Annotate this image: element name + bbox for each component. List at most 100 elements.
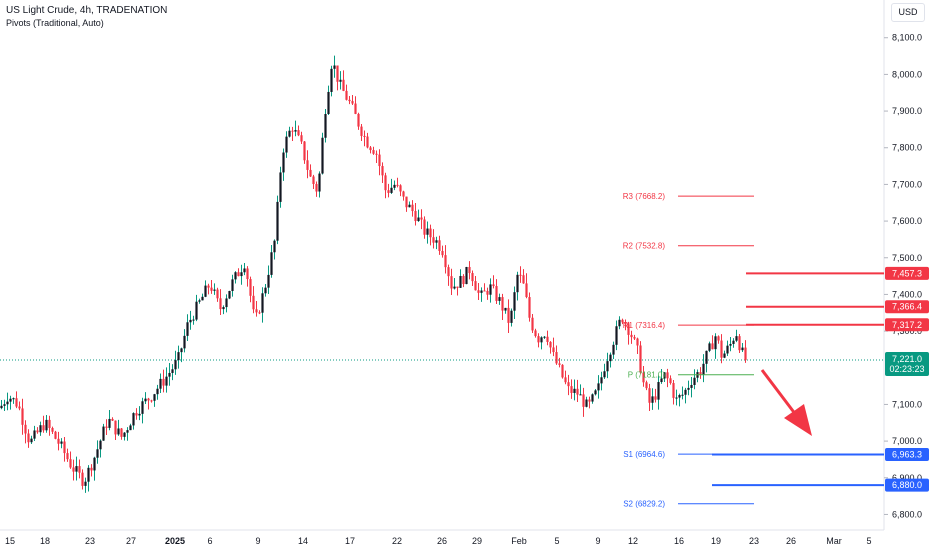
candle-body — [378, 154, 381, 167]
candle-body — [117, 428, 120, 435]
candle-body — [93, 457, 96, 471]
candle-body — [249, 279, 252, 296]
candle-body — [303, 141, 306, 161]
x-tick-label: 15 — [5, 536, 15, 546]
candle-body — [519, 274, 522, 276]
candle-body — [102, 426, 105, 441]
candle-body — [726, 345, 729, 354]
y-tick-label: 7,900.0 — [892, 106, 922, 116]
candle-body — [630, 334, 633, 338]
candle-body — [162, 378, 165, 386]
pivot-label: R1 (7316.4) — [623, 321, 666, 330]
candle-body — [279, 172, 282, 202]
candle-body — [480, 290, 483, 293]
candle-body — [462, 275, 465, 285]
x-tick-label: 5 — [866, 536, 871, 546]
candle-body — [624, 322, 627, 325]
candle-body — [588, 399, 591, 402]
candle-body — [396, 184, 399, 186]
candle-body — [741, 347, 744, 351]
candle-body — [63, 441, 66, 454]
x-tick-label: 9 — [255, 536, 260, 546]
candle-body — [168, 372, 171, 377]
candle-body — [360, 126, 363, 136]
candle-body — [459, 275, 462, 288]
candle-body — [411, 204, 414, 212]
candle-body — [573, 388, 576, 393]
x-tick-label: 18 — [40, 536, 50, 546]
candle-body — [222, 307, 225, 310]
candle-body — [513, 292, 516, 311]
candle-body — [306, 160, 309, 170]
candle-body — [243, 268, 246, 273]
candle-body — [399, 185, 402, 192]
candle-body — [267, 274, 270, 288]
candle-body — [207, 285, 210, 288]
candle-body — [444, 255, 447, 268]
candle-body — [375, 153, 378, 155]
candle-body — [186, 322, 189, 336]
level-tag — [885, 266, 929, 280]
candle-body — [483, 290, 486, 292]
candle-body — [66, 453, 69, 460]
candle-body — [738, 336, 741, 351]
candle-body — [390, 187, 393, 193]
candle-body — [453, 286, 456, 289]
candle-body — [606, 361, 609, 372]
candle-body — [192, 319, 195, 321]
candle-body — [150, 400, 153, 402]
currency-button[interactable]: USD — [891, 3, 925, 22]
candle-body — [114, 420, 117, 435]
candle-body — [357, 113, 360, 127]
candle-body — [594, 390, 597, 395]
candle-body — [642, 372, 645, 383]
candle-body — [15, 398, 18, 407]
candle-body — [456, 286, 459, 288]
candle-body — [666, 372, 669, 379]
candle-body — [636, 338, 639, 346]
bar-countdown-label: 02:23:23 — [889, 364, 924, 374]
candle-body — [531, 317, 534, 331]
candle-body — [105, 426, 108, 428]
candle-body — [441, 250, 444, 256]
candle-body — [714, 336, 717, 350]
x-tick-label: 27 — [126, 536, 136, 546]
down-arrow-shaft[interactable] — [760, 369, 798, 416]
y-tick-label: 7,500.0 — [892, 253, 922, 263]
candle-body — [210, 287, 213, 291]
candle-body — [291, 130, 294, 132]
candle-body — [612, 344, 615, 355]
candle-body — [258, 312, 261, 314]
candle-body — [465, 266, 468, 285]
candle-body — [255, 309, 258, 313]
candle-body — [429, 228, 432, 238]
candle-body — [51, 428, 54, 432]
candle-body — [96, 449, 99, 458]
candle-body — [201, 296, 204, 301]
down-arrow-icon[interactable] — [784, 404, 812, 436]
candle-body — [12, 398, 15, 400]
candle-body — [213, 289, 216, 291]
candle-body — [294, 130, 297, 132]
candle-body — [420, 217, 423, 220]
candle-body — [366, 136, 369, 148]
candle-body — [204, 285, 207, 297]
candle-body — [537, 336, 540, 343]
candle-body — [732, 340, 735, 344]
candle-body — [3, 404, 6, 406]
candle-body — [120, 428, 123, 437]
candle-body — [570, 386, 573, 393]
candle-body — [609, 354, 612, 362]
candle-body — [9, 398, 12, 402]
candle-body — [273, 240, 276, 253]
candle-body — [576, 388, 579, 395]
candle-body — [60, 441, 63, 444]
y-tick-label: 6,800.0 — [892, 509, 922, 519]
level-tag-label: 6,880.0 — [892, 480, 922, 490]
candle-body — [585, 399, 588, 407]
indicator-label: Pivots (Traditional, Auto) — [6, 18, 104, 28]
candle-body — [252, 295, 255, 310]
x-tick-label: 5 — [554, 536, 559, 546]
candle-body — [447, 267, 450, 277]
